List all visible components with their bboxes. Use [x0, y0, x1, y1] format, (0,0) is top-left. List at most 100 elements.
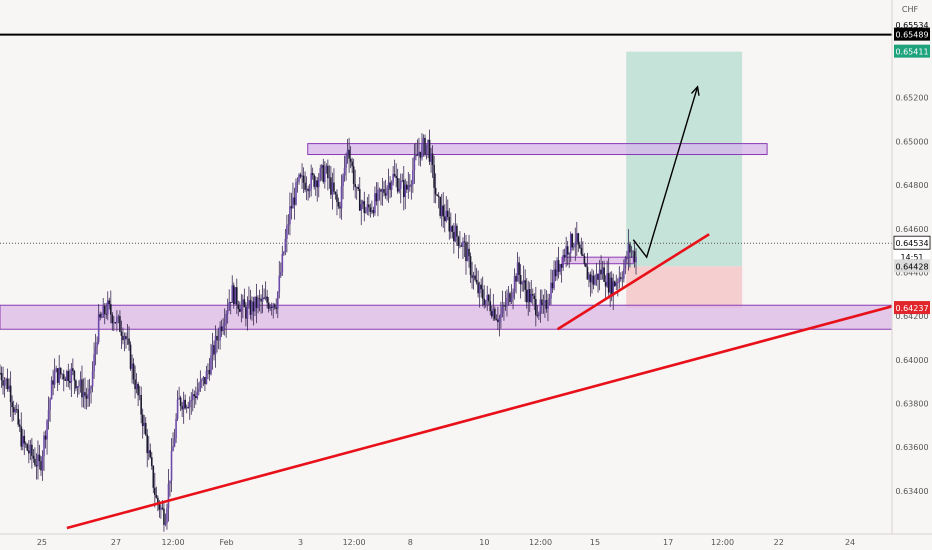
- candle-body: [167, 483, 170, 509]
- candle-body: [260, 298, 262, 302]
- candle-body: [547, 304, 549, 309]
- candle-body: [577, 233, 580, 245]
- candle-body: [462, 241, 464, 247]
- candle-body: [37, 454, 39, 467]
- candle-body: [152, 465, 155, 488]
- candle-body: [55, 368, 57, 372]
- price-axis[interactable]: CHF: [891, 0, 932, 550]
- candle-body: [75, 380, 77, 389]
- candle-body: [87, 393, 89, 399]
- projection-arrow[interactable]: [632, 85, 700, 259]
- candle-body: [11, 402, 13, 408]
- zone-small-zone[interactable]: [561, 256, 634, 265]
- candle-body: [219, 326, 221, 340]
- candle-body: [556, 260, 558, 277]
- candle-body: [246, 305, 249, 319]
- candle-body: [322, 165, 325, 182]
- candle-body: [184, 399, 186, 409]
- candle-body: [495, 319, 498, 320]
- candle-body: [433, 164, 435, 188]
- x-tick-label: 12:00: [529, 538, 552, 547]
- candle-body: [223, 323, 226, 326]
- trend-lines[interactable]: [66, 233, 893, 530]
- zone-lower-support[interactable]: [0, 304, 893, 330]
- candle-body: [340, 186, 343, 209]
- candle-body: [354, 184, 356, 188]
- candle-body: [383, 189, 385, 194]
- position-tool[interactable]: [626, 51, 743, 309]
- candle-body: [425, 144, 428, 155]
- candle-body: [158, 503, 161, 510]
- candle-body: [31, 444, 33, 456]
- projection-path[interactable]: [632, 86, 699, 259]
- candle-body: [535, 299, 537, 316]
- candle-body: [141, 414, 144, 427]
- candle-body: [126, 338, 129, 340]
- zone-upper-resistance[interactable]: [307, 143, 768, 156]
- candle-body: [122, 335, 124, 341]
- candle-body: [49, 399, 51, 410]
- candle-body: [305, 188, 308, 190]
- x-tick-label: 12:00: [343, 538, 366, 547]
- time-axis[interactable]: [0, 533, 932, 550]
- candle-body: [457, 236, 460, 247]
- candle-body: [613, 281, 616, 287]
- y-tick-label: 0.63600: [895, 443, 928, 452]
- candle-body: [116, 317, 118, 323]
- candle-body: [500, 313, 502, 318]
- price-tag-label: 0.64237: [895, 304, 928, 313]
- candle-body: [454, 225, 457, 242]
- candle-body: [231, 285, 234, 303]
- candle-body: [603, 267, 605, 282]
- trend-line-0[interactable]: [66, 305, 893, 530]
- candle-body: [351, 161, 353, 167]
- candle-body: [550, 282, 552, 299]
- candle-body: [199, 381, 202, 389]
- candle-body: [198, 388, 200, 392]
- candle-body: [284, 238, 287, 253]
- candle-body: [273, 304, 276, 308]
- candle-body: [620, 277, 622, 279]
- candle-body: [490, 311, 493, 317]
- candle-body: [396, 178, 399, 192]
- candle-body: [29, 444, 32, 454]
- candle-body: [410, 184, 413, 187]
- candle-body: [292, 197, 294, 209]
- candle-body: [143, 422, 145, 427]
- candle-body: [434, 187, 437, 195]
- candle-body: [137, 383, 139, 396]
- stop-zone[interactable]: [626, 266, 743, 309]
- profit-zone[interactable]: [626, 51, 743, 267]
- candle-body: [565, 246, 567, 258]
- candle-body: [463, 241, 466, 243]
- candle-body: [261, 297, 264, 302]
- trend-line-1[interactable]: [556, 233, 710, 331]
- candle-body: [395, 176, 397, 179]
- candle-body: [422, 137, 425, 143]
- price-tag-bg: [894, 27, 930, 41]
- candle-body: [601, 267, 604, 275]
- candle-body: [607, 273, 610, 293]
- candle-body: [243, 299, 246, 308]
- candle-body: [588, 274, 590, 280]
- candle-body: [525, 289, 528, 303]
- candle-body: [522, 280, 525, 283]
- candle-body: [562, 255, 564, 268]
- candle-body: [528, 289, 531, 303]
- candle-body: [59, 367, 62, 375]
- candle-body: [213, 345, 215, 355]
- candle-body: [210, 355, 212, 375]
- candle-body: [131, 363, 133, 369]
- candle-body: [334, 191, 337, 195]
- candle-body: [510, 297, 513, 302]
- candle-body: [78, 386, 80, 387]
- zones[interactable]: [0, 143, 893, 330]
- candle-body: [399, 181, 402, 189]
- candle-body: [270, 306, 273, 308]
- candle-body: [311, 173, 314, 176]
- x-tick-label: 17: [663, 538, 673, 547]
- candle-body: [437, 195, 440, 197]
- candle-body: [542, 302, 545, 306]
